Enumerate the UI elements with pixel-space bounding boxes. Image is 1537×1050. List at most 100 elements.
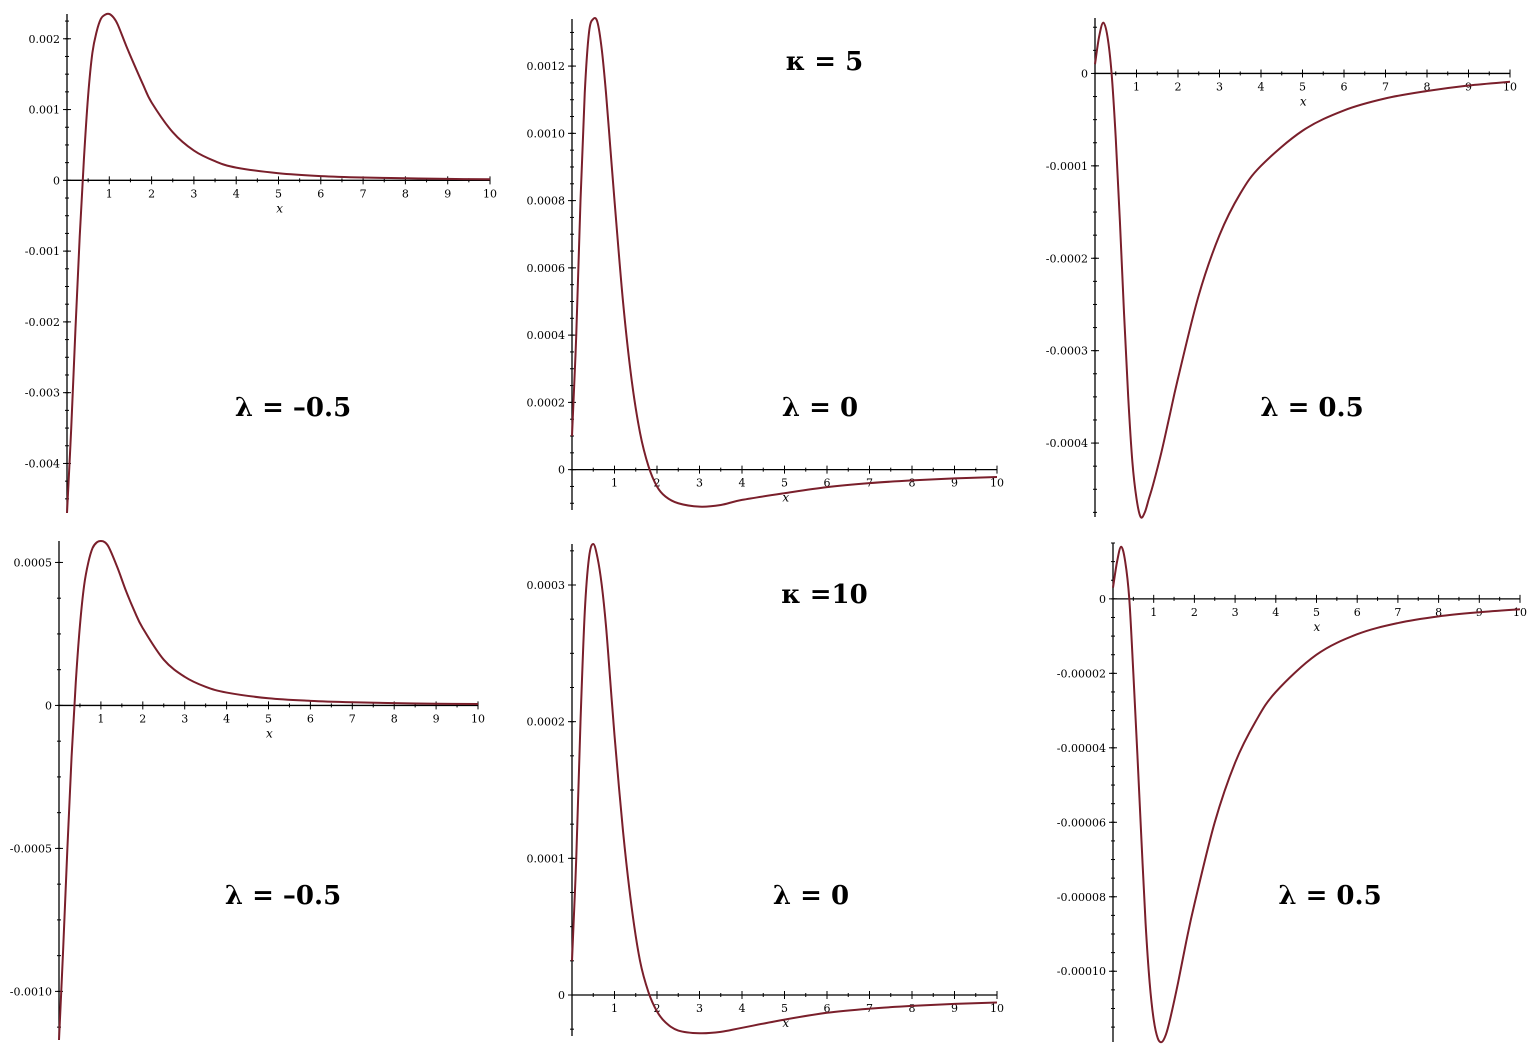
y-tick-label: -0.00010 bbox=[1057, 965, 1106, 978]
y-tick-label: 0.0001 bbox=[527, 852, 566, 865]
y-tick-label: -0.00004 bbox=[1057, 742, 1106, 755]
lambda-label: λ = –0.5 bbox=[235, 393, 351, 423]
y-tick-label: -0.00002 bbox=[1057, 667, 1106, 680]
x-tick-label: 4 bbox=[739, 1002, 746, 1015]
x-tick-label: 7 bbox=[360, 187, 367, 200]
chart-panel-bottom-right: 1 2 3 4 5 6 7 8 9 10-0.00010-0.00008-0.00006-0.00… bbox=[1057, 542, 1527, 1044]
x-tick-label: 2 bbox=[1191, 606, 1198, 619]
x-tick-label: 8 bbox=[1424, 80, 1431, 93]
y-tick-label: 0.0008 bbox=[527, 195, 566, 208]
x-tick-label: 7 bbox=[1382, 80, 1389, 93]
x-tick-label: 6 bbox=[1341, 80, 1348, 93]
x-tick-label: 6 bbox=[824, 1002, 831, 1015]
x-tick-label: 8 bbox=[909, 1002, 916, 1015]
x-tick-label: 4 bbox=[223, 712, 230, 725]
x-tick-label: 3 bbox=[696, 477, 703, 490]
chart-panel-top-middle: 1 2 3 4 5 6 7 8 9 1000.00020.00040.00060.00080.00… bbox=[527, 17, 1004, 510]
y-tick-label: 0 bbox=[45, 699, 52, 712]
series-line bbox=[571, 542, 998, 1035]
x-axis-label: x bbox=[266, 726, 273, 740]
y-tick-label: -0.001 bbox=[25, 245, 60, 258]
x-tick-label: 2 bbox=[139, 712, 146, 725]
x-tick-label: 10 bbox=[1513, 606, 1527, 619]
y-tick-label: -0.0002 bbox=[1046, 252, 1088, 265]
x-tick-label: 2 bbox=[148, 187, 155, 200]
x-tick-label: 5 bbox=[781, 1002, 788, 1015]
y-tick-label: 0 bbox=[558, 989, 565, 1002]
x-tick-label: 9 bbox=[433, 712, 440, 725]
series-line bbox=[1112, 545, 1521, 1044]
x-tick-label: 8 bbox=[391, 712, 398, 725]
x-tick-label: 2 bbox=[654, 477, 661, 490]
x-tick-label: 6 bbox=[1354, 606, 1361, 619]
kappa-label: κ = 5 bbox=[786, 47, 863, 77]
x-tick-label: 4 bbox=[1272, 606, 1279, 619]
y-tick-label: -0.004 bbox=[25, 457, 60, 470]
y-tick-label: 0.0005 bbox=[14, 556, 53, 569]
y-tick-label: 0 bbox=[53, 174, 60, 187]
y-tick-label: 0.001 bbox=[29, 104, 61, 117]
x-tick-label: 6 bbox=[307, 712, 314, 725]
y-tick-label: 0 bbox=[1081, 67, 1088, 80]
y-tick-label: -0.0003 bbox=[1046, 345, 1088, 358]
x-tick-label: 5 bbox=[1299, 80, 1306, 93]
x-tick-label: 6 bbox=[317, 187, 324, 200]
x-tick-label: 10 bbox=[1503, 80, 1517, 93]
y-tick-label: -0.0004 bbox=[1046, 437, 1088, 450]
y-tick-label: -0.0005 bbox=[10, 842, 52, 855]
x-tick-label: 4 bbox=[233, 187, 240, 200]
x-tick-label: 5 bbox=[1313, 606, 1320, 619]
y-tick-label: -0.003 bbox=[25, 387, 60, 400]
y-tick-label: 0.0004 bbox=[527, 329, 566, 342]
y-tick-label: 0 bbox=[558, 464, 565, 477]
x-tick-label: 1 bbox=[1150, 606, 1157, 619]
x-tick-label: 3 bbox=[190, 187, 197, 200]
x-tick-label: 1 bbox=[611, 477, 618, 490]
y-tick-label: 0.0006 bbox=[527, 262, 566, 275]
lambda-label: λ = 0 bbox=[782, 393, 858, 423]
y-tick-label: 0.0002 bbox=[527, 396, 566, 409]
x-tick-label: 2 bbox=[654, 1002, 661, 1015]
x-tick-label: 6 bbox=[824, 477, 831, 490]
x-tick-label: 1 bbox=[611, 1002, 618, 1015]
x-tick-label: 1 bbox=[1133, 80, 1140, 93]
y-tick-label: 0.0002 bbox=[527, 716, 566, 729]
y-tick-label: -0.00006 bbox=[1057, 816, 1106, 829]
y-tick-label: -0.0010 bbox=[10, 985, 52, 998]
x-tick-label: 10 bbox=[471, 712, 485, 725]
y-tick-label: -0.0001 bbox=[1046, 160, 1088, 173]
lambda-label: λ = 0 bbox=[773, 881, 849, 911]
x-tick-label: 10 bbox=[990, 1002, 1004, 1015]
y-tick-label: 0 bbox=[1099, 593, 1106, 606]
series-line bbox=[58, 539, 479, 1041]
x-tick-label: 1 bbox=[106, 187, 113, 200]
y-tick-label: 0.0003 bbox=[527, 579, 566, 592]
x-tick-label: 7 bbox=[349, 712, 356, 725]
x-tick-label: 5 bbox=[265, 712, 272, 725]
x-tick-label: 5 bbox=[275, 187, 282, 200]
x-axis-label: x bbox=[276, 201, 283, 215]
x-tick-label: 9 bbox=[951, 1002, 958, 1015]
series-line bbox=[1094, 21, 1511, 519]
x-tick-label: 8 bbox=[1435, 606, 1442, 619]
y-tick-label: 0.0012 bbox=[527, 60, 566, 73]
lambda-label: λ = 0.5 bbox=[1260, 393, 1363, 423]
x-tick-label: 10 bbox=[483, 187, 497, 200]
x-tick-label: 8 bbox=[909, 477, 916, 490]
x-tick-label: 5 bbox=[781, 477, 788, 490]
lambda-label: λ = –0.5 bbox=[225, 881, 341, 911]
lambda-label: λ = 0.5 bbox=[1278, 881, 1381, 911]
x-tick-label: 7 bbox=[1394, 606, 1401, 619]
x-axis-label: x bbox=[782, 491, 789, 505]
x-tick-label: 4 bbox=[1258, 80, 1265, 93]
series-line bbox=[571, 17, 998, 508]
x-tick-label: 3 bbox=[181, 712, 188, 725]
x-axis-label: x bbox=[1313, 620, 1320, 634]
x-tick-label: 3 bbox=[696, 1002, 703, 1015]
x-tick-label: 9 bbox=[951, 477, 958, 490]
x-axis-label: x bbox=[1300, 94, 1307, 108]
x-tick-label: 9 bbox=[444, 187, 451, 200]
x-tick-label: 4 bbox=[739, 477, 746, 490]
